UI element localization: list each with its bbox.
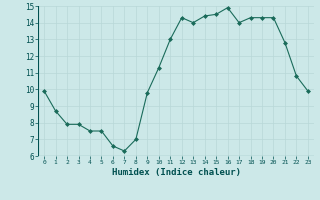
X-axis label: Humidex (Indice chaleur): Humidex (Indice chaleur)	[111, 168, 241, 177]
